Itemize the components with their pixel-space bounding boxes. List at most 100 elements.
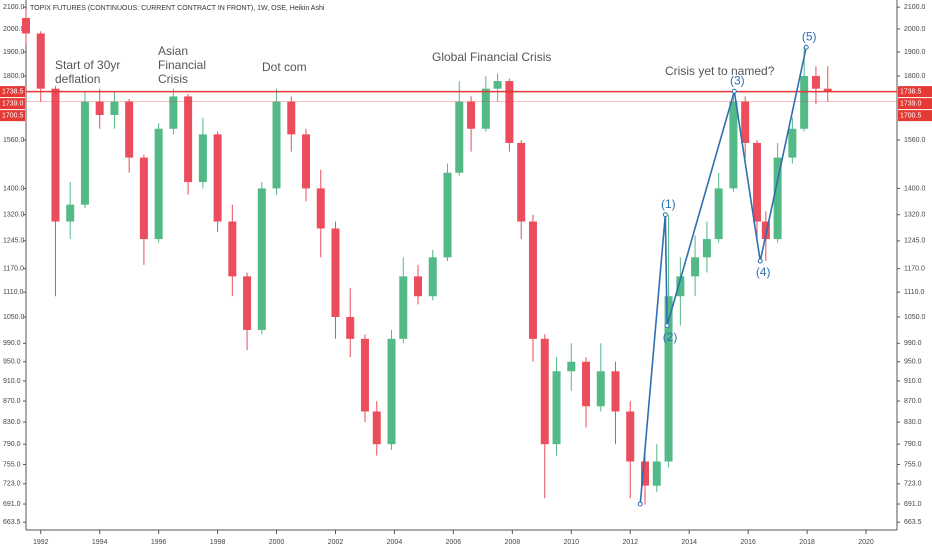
annotations: Start of 30yr deflation Asian Financial …	[55, 44, 775, 86]
candle-body	[729, 101, 738, 189]
candle-body	[582, 361, 591, 407]
x-tick-label: 1994	[92, 539, 108, 546]
x-tick-label: 1996	[151, 539, 167, 546]
x-tick-label: 2000	[269, 539, 285, 546]
candle-body	[652, 461, 661, 486]
candle-body	[399, 276, 408, 339]
candle-body	[243, 276, 252, 330]
candle-body	[640, 461, 649, 486]
price-label: 1700.5	[900, 112, 922, 119]
y-tick-label: 663.5	[3, 519, 21, 526]
y-tick-label: 1560.0	[904, 137, 926, 144]
wave-label: (1)	[661, 197, 676, 211]
candle-body	[272, 101, 281, 189]
y-tick-label: 1110.0	[3, 289, 23, 296]
wave-label: (5)	[802, 29, 817, 43]
candle-body	[387, 338, 396, 445]
y-tick-label: 1170.0	[904, 265, 925, 272]
candle-body	[257, 188, 266, 330]
candle-body	[95, 101, 104, 115]
x-tick-label: 2008	[505, 539, 521, 546]
y-tick-label: 1560.0	[3, 137, 25, 144]
candle-body	[51, 88, 60, 222]
candle-body	[741, 101, 750, 143]
candle-body	[346, 317, 355, 339]
annotation: Crisis	[158, 72, 188, 86]
y-tick-label: 1245.0	[904, 238, 926, 245]
y-tick-label: 2100.0	[904, 4, 926, 11]
price-label: 1700.5	[2, 112, 24, 119]
candle-body	[800, 76, 809, 129]
y-tick-label: 870.0	[904, 398, 922, 405]
candle-body	[80, 101, 89, 205]
candle-body	[316, 188, 325, 229]
wave-label: (4)	[756, 265, 771, 279]
y-tick-label: 790.0	[3, 441, 21, 448]
y-tick-label: 2000.0	[904, 26, 926, 33]
y-tick-label: 910.0	[904, 378, 922, 385]
y-tick-label: 1170.0	[3, 265, 24, 272]
price-label: 1738.5	[900, 88, 922, 95]
candle-body	[752, 142, 761, 222]
wave-label: (2)	[663, 330, 678, 344]
y-tick-label: 990.0	[904, 340, 922, 347]
candle-body	[493, 81, 502, 89]
candle-body	[154, 128, 163, 240]
x-tick-label: 2006	[446, 539, 462, 546]
x-tick-label: 2012	[622, 539, 638, 546]
candle-body	[139, 157, 148, 240]
candle-body	[552, 371, 561, 445]
y-tick-label: 1800.0	[3, 73, 25, 80]
candle-body	[110, 101, 119, 115]
y-tick-label: 1050.0	[904, 314, 926, 321]
y-tick-label: 2000.0	[3, 26, 25, 33]
candle-body	[611, 371, 620, 412]
y-tick-label: 1800.0	[904, 73, 926, 80]
y-tick-label: 870.0	[3, 398, 21, 405]
wave-line	[639, 47, 807, 505]
y-tick-label: 755.0	[3, 461, 21, 468]
candle-body	[714, 188, 723, 240]
x-tick-label: 2002	[328, 539, 344, 546]
price-label: 1739.0	[2, 100, 24, 107]
candle-body	[169, 96, 178, 129]
x-tick-label: 2004	[387, 539, 403, 546]
y-tick-label: 1050.0	[3, 314, 25, 321]
candle-body	[761, 221, 770, 240]
candle-body	[455, 101, 464, 173]
candle-body	[22, 17, 30, 34]
candle-body	[372, 411, 381, 445]
price-label-box	[898, 98, 932, 110]
y-tick-label: 910.0	[3, 378, 21, 385]
y-tick-label: 1110.0	[904, 289, 924, 296]
candle-body	[287, 101, 296, 135]
y-tick-label: 830.0	[904, 419, 922, 426]
wave-label: (3)	[730, 73, 745, 87]
annotation: Dot com	[262, 60, 307, 74]
candle-body	[481, 88, 490, 129]
y-tick-label: 830.0	[3, 419, 21, 426]
x-tick-label: 1998	[210, 539, 226, 546]
candle-body	[467, 101, 476, 129]
y-tick-label: 1400.0	[904, 185, 926, 192]
candle-body	[811, 76, 820, 89]
y-tick-label: 1320.0	[3, 212, 25, 219]
candle-body	[184, 96, 193, 183]
price-label: 1738.5	[2, 88, 24, 95]
candle-body	[691, 257, 700, 277]
candle-body	[228, 221, 237, 277]
price-label-box	[0, 86, 25, 98]
x-tick-label: 1992	[33, 539, 49, 546]
price-label-box	[898, 86, 932, 98]
y-tick-label: 691.0	[3, 501, 21, 508]
candle-body	[66, 204, 75, 222]
y-tick-label: 1900.0	[904, 49, 926, 56]
price-label-box	[898, 110, 932, 122]
wave-point	[664, 323, 670, 329]
candle-body	[823, 88, 832, 92]
candle-body	[773, 157, 782, 240]
candle-body	[540, 338, 549, 445]
price-label-box	[0, 110, 25, 122]
